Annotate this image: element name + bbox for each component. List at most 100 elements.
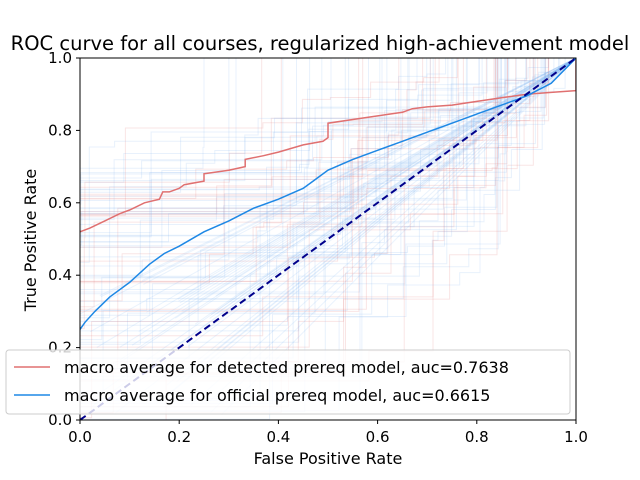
y-axis-label: True Positive Rate <box>21 169 40 313</box>
course-roc-curve <box>80 58 576 420</box>
course-roc-curve <box>80 58 576 420</box>
course-roc-curve <box>80 58 576 420</box>
course-roc-curve <box>80 58 576 420</box>
course-roc-curve <box>80 58 576 420</box>
course-roc-segment <box>146 58 576 313</box>
course-roc-segment <box>159 58 576 403</box>
legend-box <box>5 349 571 415</box>
course-roc-segment <box>177 58 576 300</box>
y-tick-label: 0.0 <box>48 411 72 429</box>
course-roc-curve <box>80 58 576 420</box>
chart-title: ROC curve for all courses, regularized h… <box>11 32 630 55</box>
course-roc-curve <box>80 58 576 420</box>
course-roc-segment <box>99 58 576 296</box>
course-roc-curve <box>80 58 576 420</box>
course-roc-curve <box>80 58 576 420</box>
course-roc-curve <box>80 58 576 420</box>
course-roc-curve <box>80 58 576 420</box>
x-tick-label: 0.8 <box>465 428 489 446</box>
course-roc-curve <box>80 58 576 420</box>
course-roc-segment <box>111 58 576 368</box>
course-roc-curve <box>80 58 576 420</box>
course-roc-segment <box>209 58 576 402</box>
course-roc-segment <box>80 58 576 315</box>
course-roc-segment <box>96 58 576 348</box>
y-tick-label: 0.8 <box>48 121 72 139</box>
course-roc-curve <box>80 58 576 420</box>
course-roc-segment <box>141 58 576 281</box>
x-tick-label: 1.0 <box>564 428 588 446</box>
course-roc-curve <box>80 58 576 420</box>
course-roc-curve <box>80 58 576 420</box>
course-roc-curve <box>80 58 576 420</box>
course-roc-curve <box>80 58 576 420</box>
course-roc-curve <box>80 58 576 420</box>
x-axis-label: False Positive Rate <box>254 449 403 468</box>
course-roc-curve <box>80 58 576 420</box>
course-roc-segment <box>174 58 576 319</box>
course-roc-segment <box>189 58 576 407</box>
course-roc-curve <box>80 58 576 420</box>
course-roc-curve <box>80 58 576 420</box>
course-roc-curve <box>80 58 576 420</box>
y-tick-label: 0.4 <box>48 266 72 284</box>
course-roc-segment <box>209 58 576 319</box>
course-roc-segment <box>166 58 576 386</box>
course-roc-curve <box>80 58 576 420</box>
course-roc-segment <box>178 58 576 302</box>
x-tick-label: 0.6 <box>366 428 390 446</box>
course-roc-curve <box>80 58 576 420</box>
course-roc-curve <box>80 58 576 420</box>
course-roc-curve <box>80 58 576 420</box>
x-tick-label: 0.2 <box>167 428 191 446</box>
series-line-0 <box>80 58 576 233</box>
course-roc-curve <box>80 58 576 420</box>
course-roc-curve <box>80 58 576 420</box>
course-roc-curve <box>80 58 576 420</box>
course-roc-segment <box>138 58 576 332</box>
course-roc-curve <box>80 58 576 420</box>
course-roc-segment <box>204 58 576 370</box>
course-roc-segment <box>215 58 576 297</box>
course-roc-curve <box>80 58 576 420</box>
course-roc-curve <box>80 58 576 420</box>
course-roc-curve <box>80 58 576 420</box>
course-roc-segment <box>189 58 576 373</box>
course-roc-curve <box>80 58 576 420</box>
legend-label-official: macro average for official prereq model,… <box>64 386 490 405</box>
y-tick-label: 1.0 <box>48 49 72 67</box>
x-tick-label: 0.0 <box>68 428 92 446</box>
course-roc-curve <box>80 58 576 420</box>
course-roc-curve <box>80 58 576 420</box>
x-tick-label: 0.4 <box>266 428 290 446</box>
course-roc-curve <box>80 58 576 420</box>
course-roc-segment <box>90 58 576 333</box>
course-roc-curve <box>80 58 576 420</box>
course-roc-segment <box>176 58 576 383</box>
ticks-layer: 0.0 0.2 0.4 0.6 0.8 1.00.00.20.40.60.81.0 <box>48 49 588 446</box>
course-roc-curve <box>80 58 576 420</box>
course-roc-segment <box>181 58 576 312</box>
course-roc-curve <box>80 58 576 420</box>
course-roc-curve <box>80 58 576 420</box>
course-roc-curve <box>80 58 576 420</box>
y-tick-label: 0.6 <box>48 194 72 212</box>
axes-frame <box>79 57 577 421</box>
course-roc-curve <box>80 58 576 420</box>
course-roc-curve <box>80 58 576 420</box>
course-roc-segment <box>110 58 576 367</box>
legend-label-detected: macro average for detected prereq model,… <box>64 358 509 377</box>
course-roc-curve <box>80 58 576 420</box>
series-line-1 <box>80 58 576 330</box>
course-roc-segment <box>131 58 576 346</box>
course-roc-curve <box>80 58 576 420</box>
course-roc-segment <box>92 58 576 407</box>
course-roc-segment <box>146 58 576 368</box>
course-roc-curve <box>80 58 576 420</box>
course-roc-curve <box>80 58 576 420</box>
course-roc-curve <box>80 58 576 420</box>
course-roc-segment <box>205 58 576 331</box>
course-roc-curve <box>80 58 576 420</box>
course-roc-curve <box>80 58 576 420</box>
